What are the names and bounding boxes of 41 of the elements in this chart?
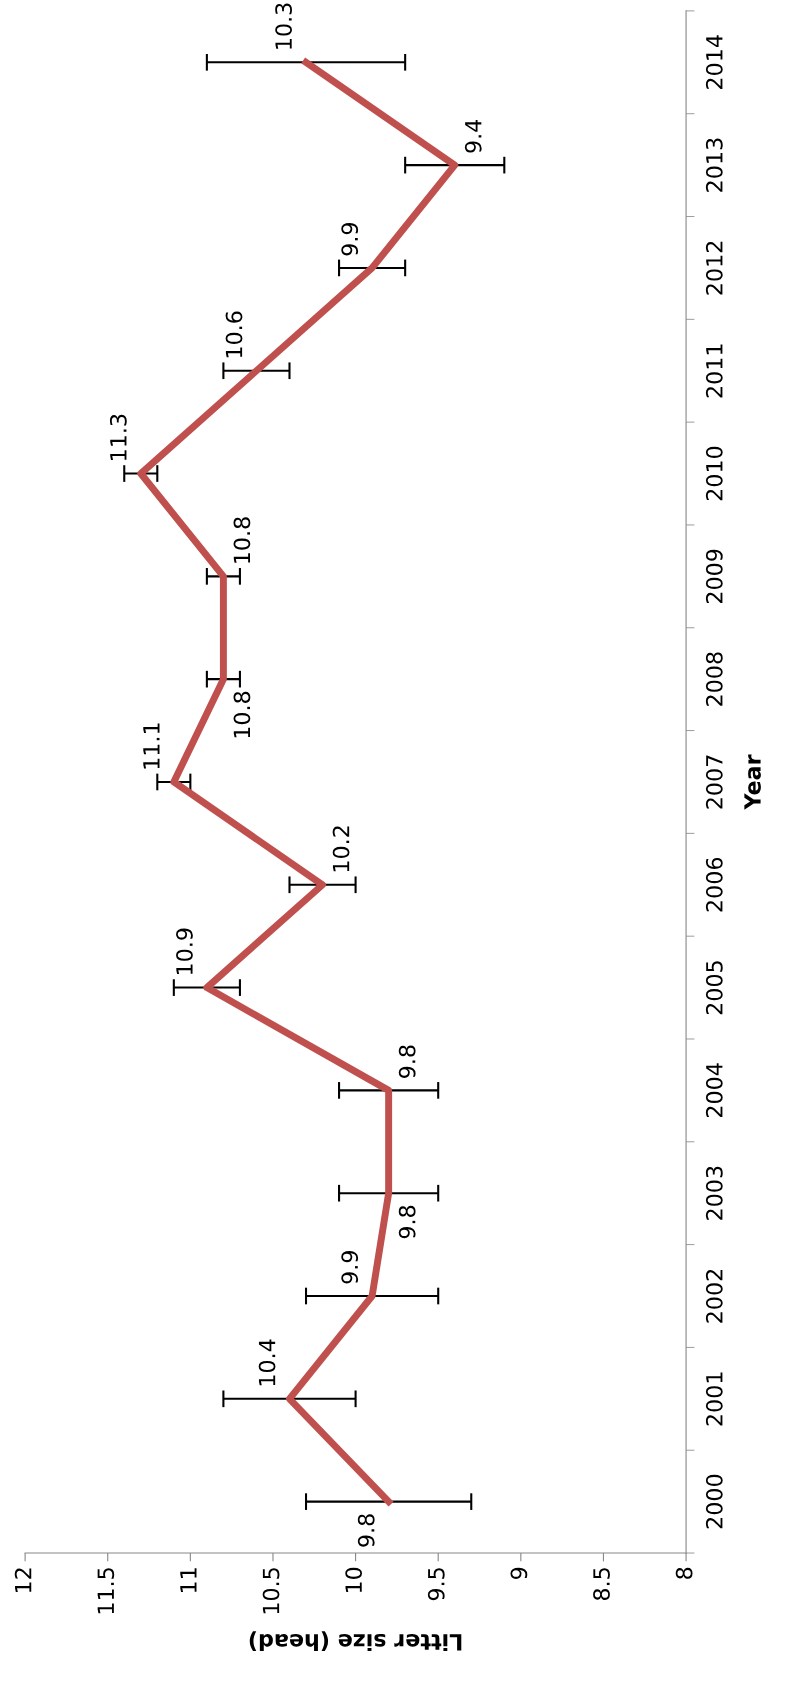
y-tick-label: 2004 xyxy=(705,1063,723,1118)
x-axis-title: Litter size (head) xyxy=(249,1631,462,1652)
y-tick-label: 2009 xyxy=(705,549,723,603)
y-tick-label: 2003 xyxy=(705,1166,723,1220)
data-label: 9.8 xyxy=(398,1045,416,1078)
y-tick-label: 2007 xyxy=(705,755,723,809)
y-tick-label: 2013 xyxy=(705,138,723,192)
data-label: 10.8 xyxy=(233,517,251,563)
data-label: 9.4 xyxy=(464,119,482,153)
data-label: 10.6 xyxy=(225,311,243,358)
y-tick-label: 2001 xyxy=(705,1372,723,1426)
x-tick-label: 8.5 xyxy=(593,1568,610,1601)
y-tick-label: 2002 xyxy=(705,1269,723,1323)
x-tick-label: 10 xyxy=(345,1567,363,1593)
data-label: 9.9 xyxy=(341,223,359,256)
x-tick-label: 10.5 xyxy=(262,1568,280,1614)
data-label: 9.8 xyxy=(398,1205,416,1239)
y-axis-title: Year xyxy=(744,754,761,810)
data-label: 9.9 xyxy=(341,1251,359,1284)
x-tick-label: 11.5 xyxy=(97,1568,115,1614)
y-tick-label: 2010 xyxy=(705,446,723,501)
y-tick-label: 2008 xyxy=(705,652,723,706)
x-tick-label: 9 xyxy=(510,1567,528,1579)
data-label: 11.1 xyxy=(143,723,160,769)
y-tick-label: 2014 xyxy=(705,35,723,89)
y-tick-label: 2011 xyxy=(705,344,723,398)
data-label: 10.8 xyxy=(233,691,251,738)
data-label: 10.4 xyxy=(258,1339,276,1386)
x-tick-label: 9.5 xyxy=(427,1568,445,1601)
data-label: 10.9 xyxy=(176,928,193,975)
data-label: 9.8 xyxy=(357,1514,375,1547)
y-tick-label: 2000 xyxy=(705,1474,723,1529)
data-label: 10.3 xyxy=(275,3,292,49)
data-label: 10.2 xyxy=(332,826,350,872)
y-tick-label: 2012 xyxy=(705,241,723,295)
x-tick-label: 11 xyxy=(180,1568,197,1593)
y-tick-label: 2006 xyxy=(705,857,723,912)
x-tick-label: 8 xyxy=(675,1567,693,1579)
data-label: 11.3 xyxy=(109,414,127,460)
y-tick-label: 2005 xyxy=(705,961,723,1015)
x-tick-label: 12 xyxy=(14,1568,32,1593)
